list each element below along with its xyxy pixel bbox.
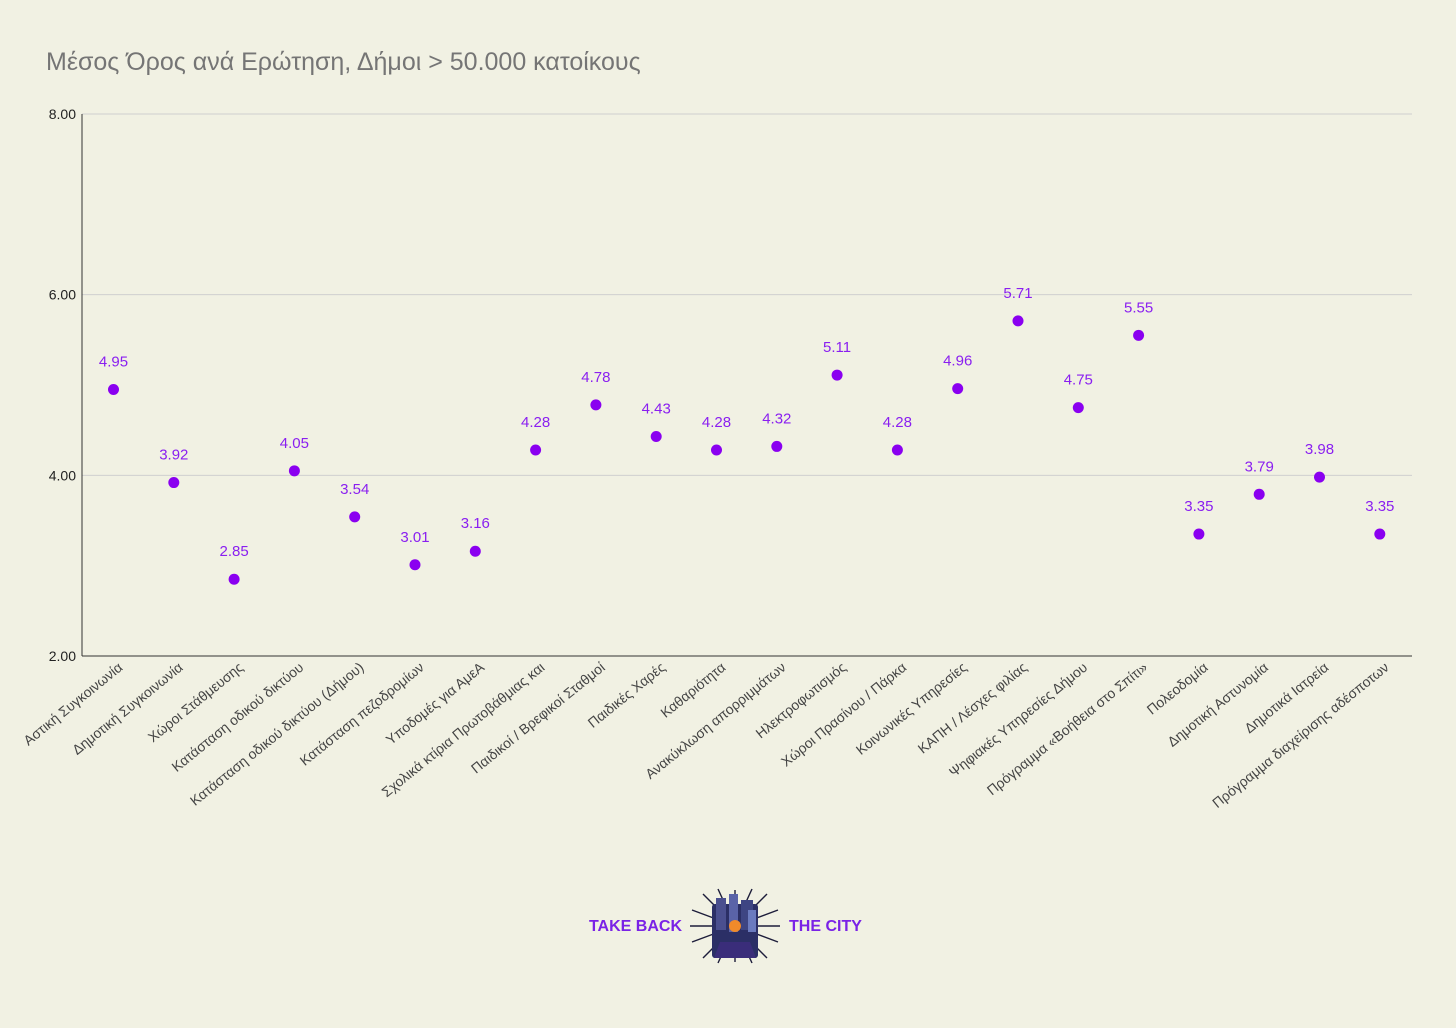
data-label: 4.28: [702, 414, 731, 431]
data-point: [469, 545, 481, 557]
data-point: [530, 444, 542, 456]
data-point: [1072, 402, 1084, 414]
data-point: [1314, 471, 1325, 483]
data-label: 3.92: [159, 447, 188, 464]
data-label: 4.43: [642, 400, 671, 417]
data-label: 3.98: [1305, 441, 1334, 458]
y-tick-label: 8.00: [49, 106, 76, 122]
logo-right-text: THE CITY: [789, 918, 862, 935]
data-label: 4.28: [883, 414, 912, 431]
data-point: [108, 384, 119, 396]
data-label: 4.05: [280, 435, 309, 452]
data-label: 3.16: [461, 515, 490, 532]
data-label: 4.75: [1064, 372, 1093, 389]
data-label: 3.35: [1365, 498, 1394, 515]
x-category-label: Υποδομές για ΑμεΑ: [383, 658, 488, 747]
data-point: [771, 440, 783, 452]
data-point: [1012, 315, 1024, 327]
data-label: 3.35: [1184, 498, 1213, 515]
data-point: [952, 383, 964, 395]
data-point: [409, 559, 421, 571]
x-category-label: Κατάσταση πεζοδρομίων: [297, 659, 427, 769]
data-point: [168, 477, 180, 489]
data-label: 3.54: [340, 481, 369, 498]
x-category-label: Δημοτική Αστυνομία: [1164, 659, 1271, 750]
logo-left-text: TAKE BACK: [589, 918, 682, 935]
data-point: [891, 444, 903, 456]
data-labels: 4.95 3.92 2.85 4.05 3.54 3.01 3.16 4.28 4.78 4.43…: [99, 285, 1395, 560]
data-label: 5.55: [1124, 299, 1153, 316]
x-category-label: ΚΑΠΗ / Λέσχες φιλίας: [915, 659, 1030, 757]
y-tick-label: 4.00: [49, 467, 76, 483]
y-tick-label: 6.00: [49, 287, 76, 303]
data-label: 4.96: [943, 353, 972, 370]
data-point: [1253, 488, 1265, 500]
data-point: [1133, 329, 1145, 341]
data-label: 2.85: [219, 543, 248, 560]
data-point: [1193, 528, 1205, 540]
y-axis-ticks: 2.00 4.00 6.00 8.00: [49, 106, 76, 664]
data-label: 3.79: [1245, 458, 1274, 475]
data-point: [288, 465, 300, 477]
data-label: 4.28: [521, 414, 550, 431]
data-point: [349, 511, 361, 523]
data-label: 4.78: [581, 369, 610, 386]
chart-title: Μέσος Όρος ανά Ερώτηση, Δήμοι > 50.000 κ…: [46, 48, 641, 76]
y-tick-label: 2.00: [49, 648, 76, 664]
data-point: [831, 369, 843, 381]
data-label: 3.01: [400, 529, 429, 546]
take-back-the-city-logo: TAKE BACK: [589, 888, 862, 964]
x-category-label: Αστική Συγκοινωνία: [20, 659, 125, 749]
data-points: [108, 315, 1386, 585]
data-label: 4.95: [99, 354, 128, 371]
x-category-label: Κοινωνικές Υπηρεσίες: [853, 659, 970, 758]
data-label: 5.11: [823, 339, 851, 356]
data-point: [650, 430, 662, 442]
city-emblem-icon: [690, 888, 780, 964]
data-point: [1374, 528, 1386, 540]
x-category-label: Δημοτική Συγκοινωνία: [69, 659, 186, 758]
data-point: [590, 399, 602, 411]
data-label: 4.32: [762, 410, 791, 427]
data-point: [711, 444, 722, 456]
data-point: [228, 573, 240, 585]
gridlines: [82, 113, 1412, 476]
data-label: 5.71: [1003, 285, 1032, 302]
